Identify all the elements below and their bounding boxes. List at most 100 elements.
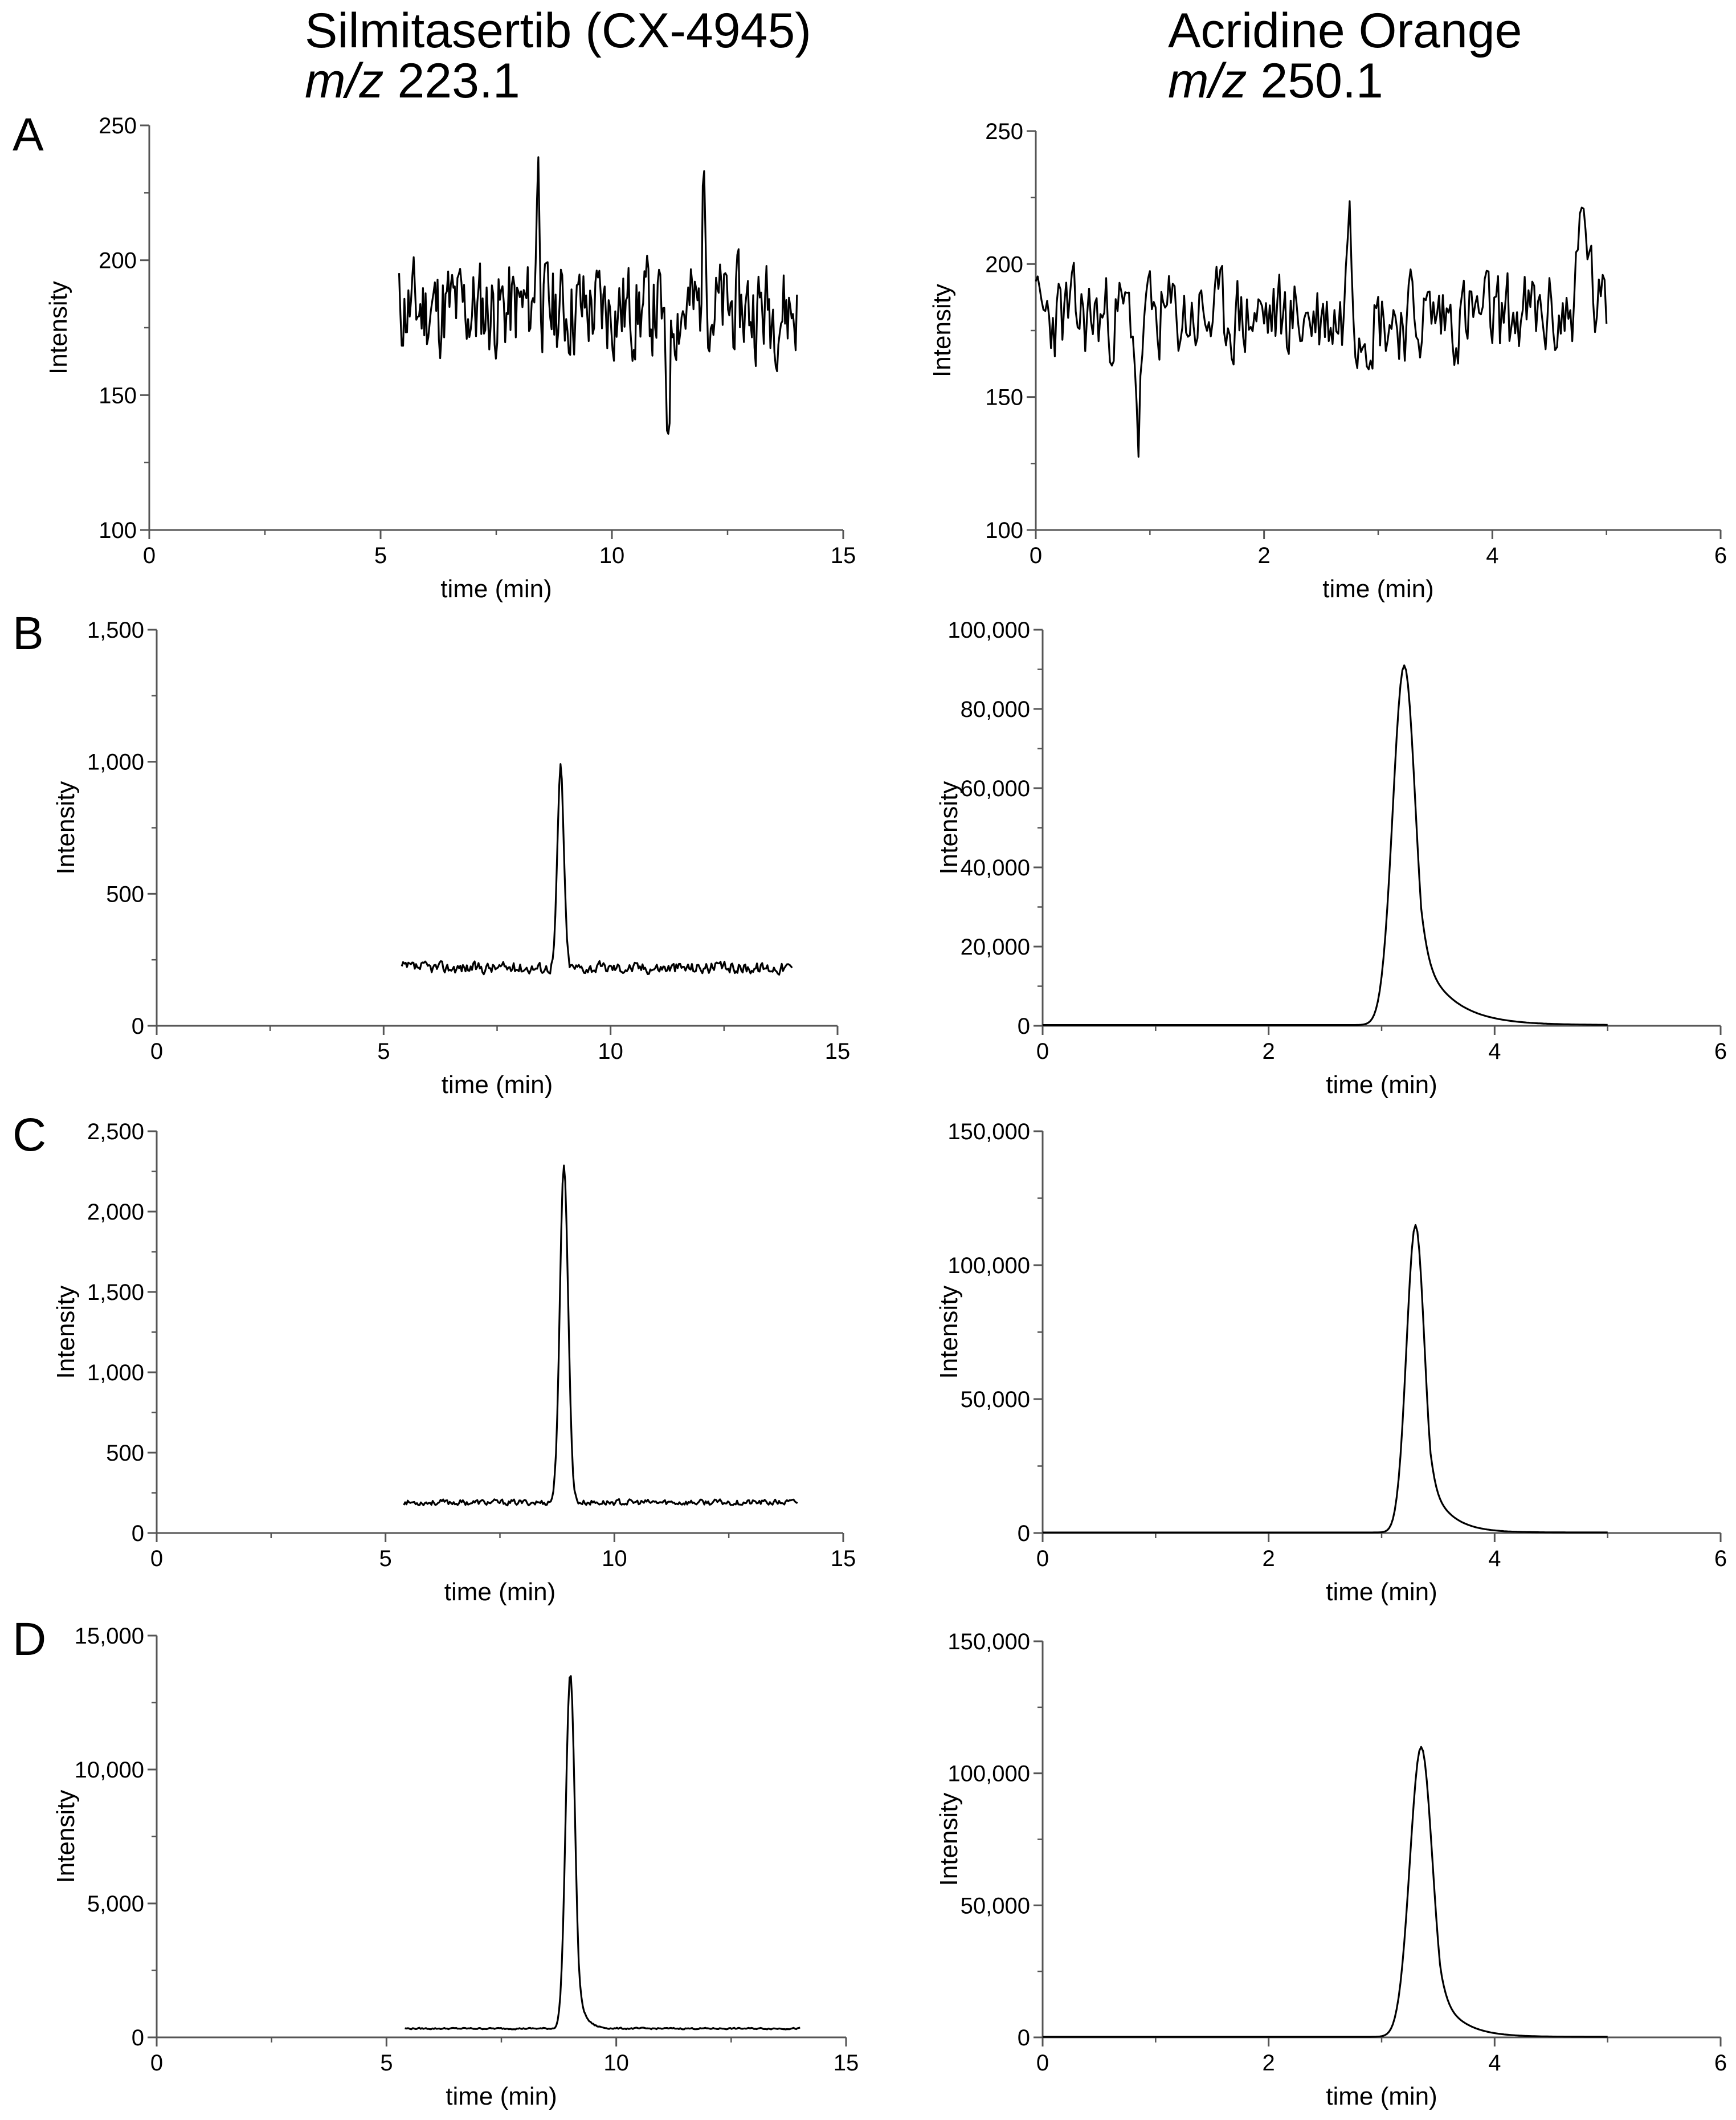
y-tick-label: 0	[132, 2025, 144, 2050]
y-tick-label: 250	[99, 113, 137, 138]
x-tick-label: 10	[598, 1039, 623, 1064]
x-tick-label: 0	[1036, 1546, 1049, 1571]
column-title-left: Silmitasertib (CX-4945)	[305, 3, 811, 58]
x-tick-label: 0	[150, 2050, 163, 2076]
series-line	[401, 763, 793, 976]
chart-a-right: 0 2 4 6 100 150 200 250 time (min) Intensity	[928, 119, 1727, 603]
series-line	[1043, 664, 1608, 1026]
y-tick-label: 5,000	[87, 1891, 144, 1917]
y-tick-label: 0	[132, 1521, 144, 1546]
chart-c-right: 0 2 4 6 0 50,000 100,000 150,000 time (min) Inten…	[935, 1119, 1727, 1606]
x-axis-title: time (min)	[440, 575, 552, 603]
y-tick-label: 0	[1018, 2025, 1030, 2050]
y-tick-label: 2,500	[87, 1119, 144, 1144]
column-title-right: Acridine Orange	[1168, 3, 1522, 58]
y-tick-label: 0	[1018, 1014, 1030, 1039]
x-tick-label: 5	[379, 1546, 392, 1571]
chart-c-left: 0 5 10 15 0 500 1,000 1,500 2,000 2,500 time (min)…	[52, 1119, 856, 1606]
x-tick-label: 15	[834, 2050, 859, 2076]
y-tick-label: 15,000	[75, 1624, 144, 1649]
row-label-b: B	[13, 608, 44, 659]
column-header-left: Silmitasertib (CX-4945) m/z 223.1	[305, 6, 811, 106]
x-tick-label: 2	[1263, 1039, 1275, 1064]
x-axis-title: time (min)	[1326, 1578, 1437, 1606]
x-tick-label: 15	[825, 1039, 851, 1064]
x-tick-label: 5	[380, 2050, 393, 2076]
y-tick-label: 2,000	[87, 1200, 144, 1225]
row-label-d: D	[13, 1613, 47, 1665]
y-tick-label: 1,500	[87, 1280, 144, 1305]
x-tick-label: 5	[374, 543, 387, 568]
x-tick-label: 0	[1036, 2050, 1049, 2076]
y-tick-label: 500	[106, 882, 144, 907]
series-line	[1043, 1224, 1608, 1534]
y-tick-label: 150,000	[947, 1119, 1030, 1144]
y-tick-label: 60,000	[961, 776, 1030, 801]
y-tick-label: 100,000	[947, 1762, 1030, 1787]
y-axis-title: Intensity	[52, 781, 80, 875]
x-axis-title: time (min)	[1326, 1071, 1437, 1099]
x-tick-label: 6	[1714, 543, 1727, 568]
x-tick-label: 10	[603, 2050, 629, 2076]
series-line	[403, 1164, 798, 1507]
x-tick-label: 4	[1488, 1039, 1501, 1064]
y-tick-label: 150,000	[947, 1629, 1030, 1654]
y-tick-label: 80,000	[961, 697, 1030, 722]
row-label-a: A	[13, 109, 44, 161]
x-axis-title: time (min)	[1326, 2082, 1437, 2110]
y-tick-label: 200	[985, 252, 1023, 277]
y-axis-title: Intensity	[935, 781, 963, 875]
x-axis-title: time (min)	[442, 1071, 553, 1099]
x-tick-label: 6	[1714, 2050, 1727, 2076]
y-tick-label: 250	[985, 119, 1023, 144]
x-tick-label: 2	[1258, 543, 1271, 568]
y-tick-label: 150	[985, 385, 1023, 410]
chart-d-right: 0 2 4 6 0 50,000 100,000 150,000 time (min) Inten…	[935, 1629, 1727, 2110]
x-tick-label: 0	[143, 543, 156, 568]
y-tick-label: 1,000	[87, 750, 144, 775]
x-tick-label: 4	[1488, 1546, 1501, 1571]
x-axis-title: time (min)	[1322, 575, 1434, 603]
x-tick-label: 0	[150, 1039, 163, 1064]
x-tick-label: 15	[831, 543, 856, 568]
column-mz-left: m/z 223.1	[305, 54, 520, 108]
x-tick-label: 15	[831, 1546, 856, 1571]
y-tick-label: 100	[985, 518, 1023, 543]
x-tick-label: 6	[1714, 1546, 1727, 1571]
y-tick-label: 0	[132, 1014, 144, 1039]
chart-d-left: 0 5 10 15 0 5,000 10,000 15,000 time (min) Intens…	[52, 1624, 859, 2110]
x-tick-label: 0	[1030, 543, 1042, 568]
series-line	[405, 1675, 800, 2031]
y-tick-label: 500	[106, 1441, 144, 1466]
y-tick-label: 0	[1018, 1521, 1030, 1546]
series-line	[398, 156, 798, 435]
x-tick-label: 5	[377, 1039, 390, 1064]
y-axis-title: Intensity	[928, 284, 956, 377]
x-axis-title: time (min)	[444, 1578, 556, 1606]
series-line	[1043, 1746, 1608, 2038]
y-tick-label: 10,000	[75, 1758, 144, 1783]
y-axis-title: Intensity	[52, 1286, 80, 1379]
row-label-c: C	[13, 1109, 47, 1161]
y-axis-title: Intensity	[44, 281, 72, 374]
chart-a-left: 0 5 10 15 100 150 200 250 time (min) Intensity	[44, 113, 856, 603]
y-tick-label: 100	[99, 518, 137, 543]
column-mz-right: m/z 250.1	[1168, 54, 1383, 108]
x-tick-label: 2	[1263, 2050, 1275, 2076]
y-axis-title: Intensity	[52, 1790, 80, 1883]
x-tick-label: 4	[1486, 543, 1498, 568]
y-tick-label: 50,000	[961, 1387, 1030, 1412]
y-tick-label: 40,000	[961, 855, 1030, 880]
y-tick-label: 20,000	[961, 935, 1030, 960]
x-axis-title: time (min)	[446, 2082, 557, 2110]
y-axis-title: Intensity	[935, 1793, 963, 1886]
x-tick-label: 6	[1714, 1039, 1727, 1064]
y-tick-label: 1,500	[87, 618, 144, 643]
series-line	[1035, 200, 1608, 458]
column-header-right: Acridine Orange m/z 250.1	[1168, 6, 1522, 106]
x-tick-label: 2	[1263, 1546, 1275, 1571]
x-tick-label: 0	[1036, 1039, 1049, 1064]
x-tick-label: 10	[602, 1546, 627, 1571]
x-tick-label: 10	[599, 543, 625, 568]
